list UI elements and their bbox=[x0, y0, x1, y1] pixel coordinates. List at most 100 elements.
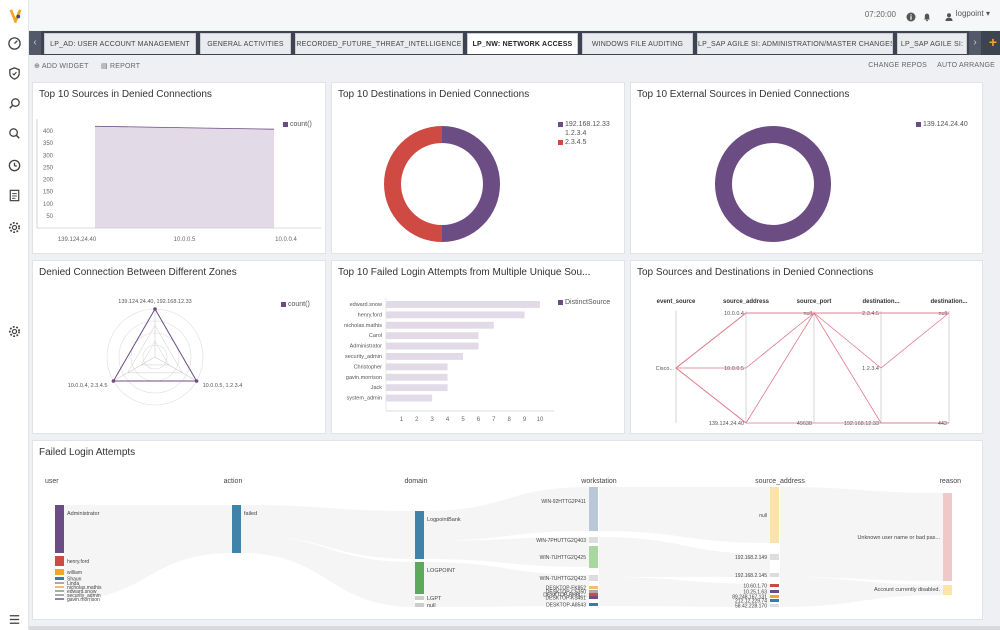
bar bbox=[386, 301, 540, 308]
widget-top-sources[interactable]: Top 10 Sources in Denied Connections 50 1… bbox=[32, 82, 326, 254]
sankey-node-label: null bbox=[427, 603, 436, 609]
parallel-line bbox=[675, 312, 949, 424]
widget-zones[interactable]: Denied Connection Between Different Zone… bbox=[32, 260, 326, 434]
legend-swatch bbox=[283, 121, 288, 127]
add-tab-icon[interactable]: + bbox=[988, 34, 998, 50]
tab-sap-admin[interactable]: LP_SAP AGILE SI: ADMINISTRATION/MASTER C… bbox=[697, 33, 893, 54]
bar bbox=[386, 353, 463, 360]
sankey-flow bbox=[64, 505, 232, 600]
radar-grid-polygon bbox=[127, 324, 183, 374]
legend-swatch bbox=[558, 299, 563, 305]
x-tick-label: 7 bbox=[492, 417, 496, 423]
bar bbox=[386, 321, 494, 329]
axis-value-label: 10.0.0.4 bbox=[724, 311, 744, 317]
x-tick-label: 8 bbox=[508, 417, 512, 423]
sankey-node-label: 192.168.2.145 bbox=[735, 573, 767, 579]
x-tick-label: 10.0.0.4 bbox=[275, 237, 297, 243]
horizontal-scrollbar[interactable] bbox=[29, 626, 1000, 630]
sankey-node bbox=[943, 493, 952, 581]
settings-icon[interactable] bbox=[7, 220, 22, 235]
radar-point bbox=[111, 379, 116, 383]
legend-label: 139.124.24.40 bbox=[923, 121, 968, 128]
chevron-right-icon[interactable]: › bbox=[969, 31, 981, 55]
y-tick-label: 400 bbox=[43, 129, 54, 135]
tab-recorded-future[interactable]: RECORDED_FUTURE_THREAT_INTELLIGENCE bbox=[295, 33, 463, 54]
radar-axis bbox=[113, 356, 156, 382]
donut-chart bbox=[384, 126, 500, 242]
dashboard-icon[interactable] bbox=[7, 36, 22, 51]
tab-general-activities[interactable]: GENERAL ACTIVITIES bbox=[200, 33, 291, 54]
sankey-node bbox=[55, 569, 64, 575]
sankey-node-label: Shaun bbox=[67, 577, 82, 583]
widget-top-destinations[interactable]: Top 10 Destinations in Denied Connection… bbox=[331, 82, 625, 254]
legend-swatch bbox=[558, 139, 563, 145]
settings-icon[interactable] bbox=[7, 324, 22, 339]
sankey-node-label: nicholas.mathis bbox=[67, 585, 102, 591]
bar bbox=[386, 332, 479, 340]
x-tick-label: 9 bbox=[523, 417, 527, 423]
sankey-dimension-label: action bbox=[224, 478, 243, 485]
username: logpoint bbox=[955, 9, 984, 18]
sankey-node bbox=[770, 573, 779, 577]
sankey-node bbox=[589, 590, 598, 593]
widget-failed-login[interactable]: Failed Login Attempts user action domain wo… bbox=[32, 440, 983, 620]
sankey-node-label: security_admin bbox=[67, 593, 101, 599]
chart-legend: 192.168.12.33 1.2.3.4 2.3.4.5 bbox=[558, 120, 610, 147]
sankey-node bbox=[415, 596, 424, 600]
y-tick-label: edward.snow bbox=[350, 302, 382, 308]
shield-icon[interactable] bbox=[7, 66, 22, 81]
sankey-node bbox=[415, 511, 424, 559]
search-icon[interactable] bbox=[7, 96, 22, 111]
report-button[interactable]: ▤ REPORT bbox=[101, 62, 140, 70]
sankey-node bbox=[55, 594, 64, 596]
info-icon[interactable] bbox=[906, 9, 916, 22]
legend-label: DistinctSource bbox=[565, 299, 611, 306]
legend-swatch bbox=[281, 301, 286, 307]
change-repos-button[interactable]: CHANGE REPOS bbox=[868, 62, 927, 69]
y-tick-label: 200 bbox=[43, 178, 54, 184]
sankey-node-label: WIN-7UHTTG2Q425 bbox=[540, 555, 587, 561]
y-tick-label: 100 bbox=[43, 202, 54, 208]
radar-axis-label: 139.124.24.40, 192.168.12.33 bbox=[118, 299, 191, 305]
widget-top-external-sources[interactable]: Top 10 External Sources in Denied Connec… bbox=[630, 82, 983, 254]
auto-arrange-button[interactable]: AUTO ARRANGE bbox=[937, 62, 995, 69]
y-tick-label: Jack bbox=[371, 385, 383, 391]
bell-icon[interactable] bbox=[922, 9, 932, 22]
sankey-node-label: gavin.morrison bbox=[67, 597, 100, 603]
incident-icon[interactable] bbox=[7, 158, 22, 173]
report-label: REPORT bbox=[109, 63, 141, 70]
sankey-node bbox=[770, 595, 779, 598]
sankey-dimension-label: source_address bbox=[755, 478, 805, 485]
logpoint-logo[interactable] bbox=[8, 8, 22, 25]
legend-label: count() bbox=[288, 301, 310, 308]
sankey-node bbox=[55, 556, 64, 566]
widget-failed-multi[interactable]: Top 10 Failed Login Attempts from Multip… bbox=[331, 260, 625, 434]
parallel-chart: event_source Cisco... source_address 10.0.0… bbox=[656, 299, 968, 427]
bar bbox=[386, 311, 525, 319]
tab-network-access[interactable]: LP_NW: NETWORK ACCESS bbox=[467, 33, 578, 54]
chevron-left-icon[interactable]: ‹ bbox=[29, 31, 41, 55]
sankey-node bbox=[55, 590, 64, 592]
widget-src-dst[interactable]: Top Sources and Destinations in Denied C… bbox=[630, 260, 983, 434]
tab-windows-file-auditing[interactable]: WINDOWS FILE AUDITING bbox=[582, 33, 693, 54]
widget-title: Top 10 Failed Login Attempts from Multip… bbox=[338, 267, 591, 278]
widget-title: Top Sources and Destinations in Denied C… bbox=[637, 267, 874, 278]
tab-sap-agile[interactable]: LP_SAP AGILE SI: bbox=[897, 33, 967, 54]
radar-point bbox=[153, 307, 157, 311]
report-icon[interactable] bbox=[7, 188, 22, 203]
sankey-node-label: edward.snow bbox=[67, 589, 97, 595]
sankey-node-label: DESKTOP-KS451 bbox=[546, 596, 587, 602]
y-tick-label: nicholas.mathis bbox=[344, 323, 382, 329]
axis-value-label: null bbox=[938, 311, 947, 317]
tab-ad-user-account[interactable]: LP_AD: USER ACCOUNT MANAGEMENT bbox=[44, 33, 196, 54]
sankey-node bbox=[415, 562, 424, 594]
sankey-node-label: 212.12.229.74 bbox=[735, 599, 767, 605]
user-menu[interactable]: logpoint ▾ bbox=[956, 9, 990, 18]
add-widget-button[interactable]: ⊕ ADD WIDGET bbox=[34, 62, 89, 70]
search-icon[interactable] bbox=[7, 126, 22, 141]
sankey-node-label: WIN-7PHUTTG2Q403 bbox=[536, 538, 586, 544]
axis-value-label: Cisco... bbox=[656, 366, 675, 372]
y-tick-label: gavin.morrison bbox=[346, 375, 382, 381]
sankey-node-label: Linda bbox=[67, 581, 79, 587]
menu-icon[interactable] bbox=[7, 612, 22, 627]
